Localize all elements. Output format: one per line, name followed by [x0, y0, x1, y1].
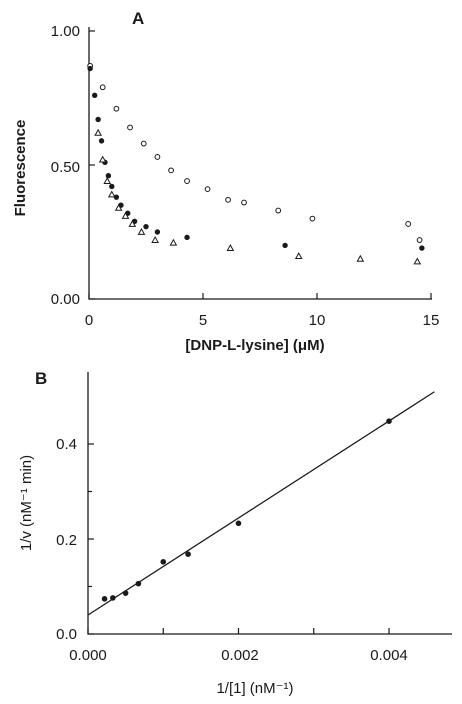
panel-b-ytick-label: 0.4: [56, 436, 77, 453]
panel-a-ytick-label: 0.50: [51, 159, 80, 176]
triangle-point: [103, 177, 112, 184]
open-circle-point: [405, 221, 412, 227]
panel-b-ticks: [87, 443, 390, 635]
panel-b-xtick-label: 0.000: [69, 647, 107, 664]
filled-circle-point: [282, 242, 288, 249]
filled-circle-point: [87, 65, 93, 72]
open-circle-point: [127, 124, 133, 131]
open-circle-point: [204, 186, 211, 193]
triangle-point: [413, 257, 422, 265]
open-circle-point: [168, 167, 174, 174]
triangle-point: [128, 219, 137, 227]
filled-circle-point: [92, 92, 98, 99]
panel-a-ticks: [88, 30, 432, 300]
open-circle-point: [154, 154, 161, 160]
panel-b: B 0.4 0.2 0.0 0.000 0.002 0.004 1/v (nM⁻…: [18, 369, 452, 697]
panel-b-ytick-label: 0.0: [56, 626, 77, 643]
triangle-point: [226, 244, 235, 251]
open-circle-point: [184, 178, 190, 184]
triangle-point: [98, 155, 107, 163]
filled-circle-point: [95, 116, 101, 123]
panel-a-xtick-label: 10: [309, 312, 326, 329]
panel-a-xtick-label: 5: [199, 312, 207, 329]
panel-b-xtick-label: 0.002: [221, 647, 259, 664]
data-point: [135, 580, 142, 587]
panel-b-ylabel: 1/v (nM⁻¹ min): [18, 455, 35, 551]
filled-circle-point: [109, 183, 115, 190]
panel-b-fit: [87, 391, 435, 616]
filled-circle-point: [154, 229, 161, 235]
data-point: [185, 551, 191, 557]
panel-a-ylabel: Fluorescence: [12, 120, 29, 217]
panel-b-xlabel: 1/[1] (nM⁻¹): [216, 680, 293, 697]
data-point: [235, 520, 242, 527]
panel-a-xtick-label: 0: [85, 312, 93, 329]
open-circle-point: [241, 199, 247, 206]
open-circle-point: [99, 84, 106, 91]
filled-circle-point: [98, 138, 105, 144]
triangle-point: [121, 211, 130, 219]
filled-circle-point: [113, 194, 120, 200]
panel-a-label: A: [132, 9, 144, 28]
triangle-point: [294, 252, 303, 260]
data-point: [160, 559, 167, 565]
open-circle-point: [416, 237, 423, 243]
data-point: [110, 595, 116, 601]
open-circle-point: [275, 207, 282, 214]
panel-b-points: [101, 418, 392, 602]
triangle-point: [169, 238, 178, 246]
panel-a-axes: [88, 27, 432, 300]
panel-a-xtick-label: 15: [423, 312, 440, 329]
open-circle-point: [309, 215, 316, 222]
triangle-point: [94, 128, 102, 136]
panel-b-xtick-label: 0.004: [370, 647, 408, 664]
filled-circle-point: [105, 173, 112, 179]
panel-a-ytick-label: 0.00: [51, 291, 80, 308]
panel-b-axes: [87, 372, 452, 635]
data-point: [122, 590, 129, 596]
panel-a-xlabel: [DNP-L-lysine] (μM): [185, 337, 324, 354]
triangle-point: [356, 254, 365, 262]
filled-circle-point: [419, 245, 425, 251]
open-circle-point: [113, 105, 120, 112]
fit-line: [87, 391, 435, 616]
triangle-point: [107, 190, 116, 198]
panel-a-ytick-label: 1.00: [51, 23, 80, 40]
panel-a-points: [87, 62, 425, 265]
filled-circle-point: [143, 223, 149, 230]
open-circle-point: [225, 196, 231, 203]
data-point: [386, 418, 392, 425]
panel-a: A 1.00 0.50 0.00 0 5 10 15 Fluorescence …: [12, 9, 439, 354]
filled-circle-point: [184, 234, 190, 241]
data-point: [101, 596, 108, 602]
panel-b-label: B: [35, 369, 47, 388]
triangle-point: [114, 203, 123, 211]
triangle-point: [137, 227, 146, 235]
open-circle-point: [140, 140, 147, 147]
triangle-point: [151, 236, 159, 243]
panel-b-ytick-label: 0.2: [56, 532, 77, 549]
